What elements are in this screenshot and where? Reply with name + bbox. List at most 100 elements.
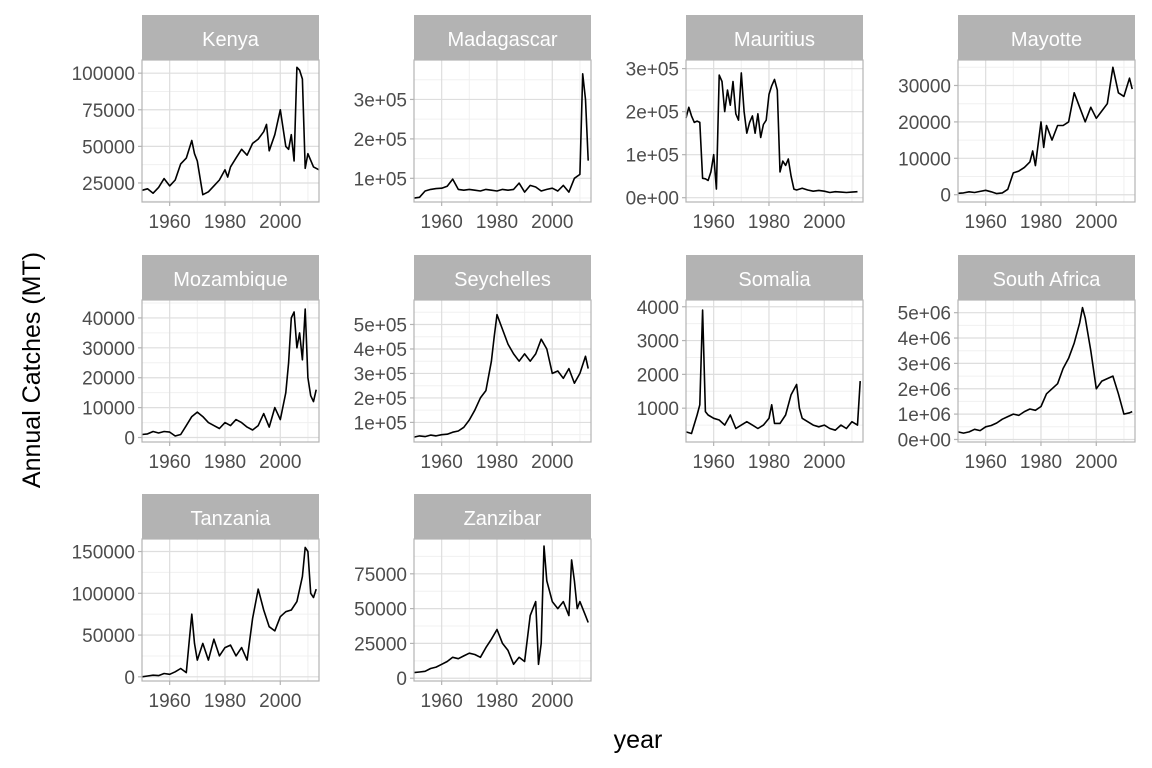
y-tick-label: 2e+05 bbox=[626, 103, 679, 124]
x-tick-label: 2000 bbox=[803, 452, 845, 473]
strip-label: Zanzibar bbox=[464, 508, 542, 530]
panel-background bbox=[414, 300, 591, 442]
panel-border bbox=[957, 59, 1136, 203]
x-tick-label: 1980 bbox=[204, 452, 246, 473]
series-line-madagascar bbox=[413, 73, 589, 199]
y-tick-label: 2e+05 bbox=[354, 130, 407, 151]
strip-label: Somalia bbox=[738, 269, 811, 291]
y-tick-label: 1e+05 bbox=[626, 146, 679, 167]
x-tick-label: 1960 bbox=[149, 691, 191, 712]
strip-background bbox=[414, 15, 591, 60]
y-tick-label: 2e+05 bbox=[354, 389, 407, 410]
y-tick-label: 50000 bbox=[354, 600, 407, 621]
x-axis-title: year bbox=[614, 726, 663, 754]
x-tick-label: 2000 bbox=[259, 452, 301, 473]
series-line-south-africa bbox=[957, 306, 1133, 434]
y-tick-label: 20000 bbox=[82, 369, 135, 390]
series-line-kenya bbox=[141, 66, 320, 196]
x-tick-label: 1980 bbox=[1020, 212, 1062, 233]
panel-border bbox=[685, 299, 864, 443]
x-tick-label: 1960 bbox=[421, 212, 463, 233]
panel-background bbox=[414, 60, 591, 202]
x-tick-label: 1980 bbox=[476, 691, 518, 712]
x-tick-label: 1980 bbox=[476, 212, 518, 233]
y-tick-label: 100000 bbox=[72, 64, 135, 85]
panel-mauritius: Mauritius 0e+00 1e+05 2e+05 3e+05 1960 1980 200… bbox=[626, 15, 864, 233]
x-tick-label: 1960 bbox=[693, 452, 735, 473]
panel-tanzania: Tanzania 0 50000 100000 150000 1960 1980 2000 bbox=[72, 494, 320, 712]
series-line-mozambique bbox=[141, 308, 317, 437]
panel-background bbox=[414, 539, 591, 681]
panel-background bbox=[958, 300, 1135, 442]
y-tick-label: 50000 bbox=[82, 626, 135, 647]
strip-label: Mayotte bbox=[1011, 29, 1082, 51]
strip-background bbox=[142, 494, 319, 539]
y-tick-label: 75000 bbox=[354, 565, 407, 586]
x-tick-label: 1980 bbox=[748, 452, 790, 473]
panel-zanzibar: Zanzibar 0 25000 50000 75000 1960 1980 2000 bbox=[354, 494, 592, 712]
x-tick-label: 1960 bbox=[421, 452, 463, 473]
series-line-tanzania bbox=[141, 546, 317, 678]
panel-border bbox=[413, 59, 592, 203]
strip-background bbox=[142, 15, 319, 60]
x-tick-label: 1980 bbox=[204, 212, 246, 233]
panel-background bbox=[142, 539, 319, 681]
y-tick-label: 150000 bbox=[72, 543, 135, 564]
y-tick-label: 0 bbox=[124, 429, 135, 450]
y-tick-label: 4e+05 bbox=[354, 340, 407, 361]
series-line-zanzibar bbox=[413, 545, 589, 674]
x-tick-label: 1960 bbox=[965, 212, 1007, 233]
y-tick-label: 30000 bbox=[82, 339, 135, 360]
y-tick-label: 5e+05 bbox=[354, 315, 407, 336]
panel-seychelles: Seychelles 1e+05 2e+05 3e+05 4e+05 5e+05 1960 1… bbox=[354, 255, 592, 473]
strip-label: Tanzania bbox=[190, 508, 271, 530]
panel-border bbox=[685, 59, 864, 203]
panel-south-africa: South Africa 0e+00 1e+06 2e+06 3e+06 4e+06 5e+… bbox=[898, 255, 1136, 473]
y-tick-label: 0 bbox=[124, 668, 135, 689]
y-tick-label: 10000 bbox=[898, 149, 951, 170]
y-tick-label: 5e+06 bbox=[898, 304, 951, 325]
x-tick-label: 1960 bbox=[421, 691, 463, 712]
y-tick-label: 20000 bbox=[898, 113, 951, 134]
y-tick-label: 0 bbox=[940, 186, 951, 207]
strip-label: Madagascar bbox=[447, 29, 557, 51]
x-tick-label: 1980 bbox=[1020, 452, 1062, 473]
panel-background bbox=[142, 60, 319, 202]
y-tick-label: 40000 bbox=[82, 309, 135, 330]
y-tick-label: 100000 bbox=[72, 584, 135, 605]
y-tick-label: 10000 bbox=[82, 399, 135, 420]
panel-border bbox=[141, 538, 320, 682]
y-tick-label: 1e+05 bbox=[354, 169, 407, 190]
panel-border bbox=[141, 59, 320, 203]
y-tick-label: 3e+06 bbox=[898, 354, 951, 375]
x-tick-label: 2000 bbox=[803, 212, 845, 233]
strip-background bbox=[686, 15, 863, 60]
x-tick-label: 2000 bbox=[259, 691, 301, 712]
strip-label: Kenya bbox=[202, 29, 260, 51]
x-tick-label: 2000 bbox=[1075, 212, 1117, 233]
x-tick-label: 2000 bbox=[1075, 452, 1117, 473]
y-tick-label: 3e+05 bbox=[626, 60, 679, 81]
x-tick-label: 2000 bbox=[259, 212, 301, 233]
y-tick-label: 3000 bbox=[637, 332, 679, 353]
panel-kenya: Kenya 25000 50000 75000 100000 1960 1980 2000 bbox=[72, 15, 320, 233]
y-tick-label: 0 bbox=[396, 669, 407, 690]
strip-background bbox=[414, 255, 591, 300]
y-tick-label: 1e+05 bbox=[354, 413, 407, 434]
strip-background bbox=[686, 255, 863, 300]
x-tick-label: 1980 bbox=[476, 452, 518, 473]
panel-border bbox=[413, 299, 592, 443]
strip-background bbox=[414, 494, 591, 539]
x-tick-label: 1960 bbox=[965, 452, 1007, 473]
panel-background bbox=[142, 300, 319, 442]
y-tick-label: 25000 bbox=[354, 634, 407, 655]
y-tick-label: 1000 bbox=[637, 399, 679, 420]
y-tick-label: 25000 bbox=[82, 174, 135, 195]
panel-somalia: Somalia 1000 2000 3000 4000 1960 1980 2000 bbox=[637, 255, 864, 473]
panel-border bbox=[141, 299, 320, 443]
strip-background bbox=[958, 255, 1135, 300]
strip-label: Mozambique bbox=[173, 269, 288, 291]
y-tick-label: 4e+06 bbox=[898, 329, 951, 350]
strip-background bbox=[958, 15, 1135, 60]
